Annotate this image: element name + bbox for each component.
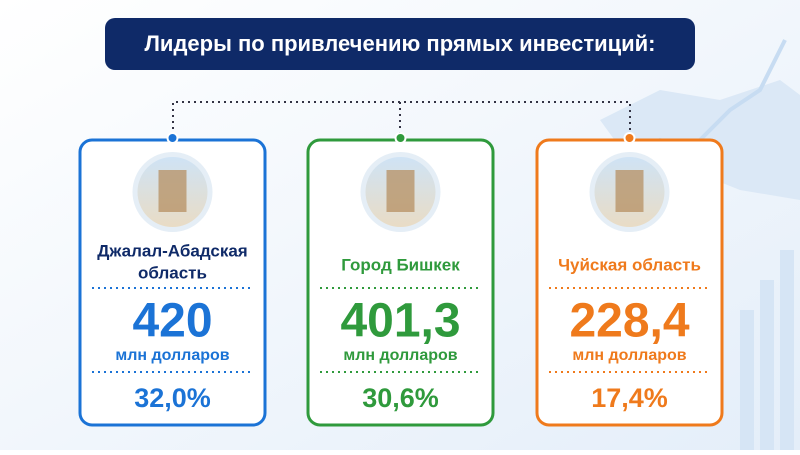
unit: млн долларов [343,347,457,364]
connector-dot [623,132,636,144]
amount: 228,4 [569,295,689,348]
amount: 401,3 [340,295,460,348]
connector-dot [166,132,179,144]
title: Лидеры по привлечению прямых инвестиций: [144,31,655,56]
region-name: Город Бишкек [341,255,460,274]
title-box [105,18,695,70]
photo-detail [386,170,415,212]
unit: млн долларов [115,347,229,364]
connector-dot [394,132,407,144]
amount: 420 [132,295,212,348]
photo-detail [615,170,644,212]
photo-detail [158,170,187,212]
region-name: область [138,263,207,282]
share: 17,4% [591,383,668,413]
region-name: Джалал-Абадская [97,241,247,260]
region-name: Чуйская область [558,255,701,274]
share: 32,0% [134,383,211,413]
bars-decoration [740,250,794,450]
share: 30,6% [362,383,439,413]
unit: млн долларов [572,347,686,364]
